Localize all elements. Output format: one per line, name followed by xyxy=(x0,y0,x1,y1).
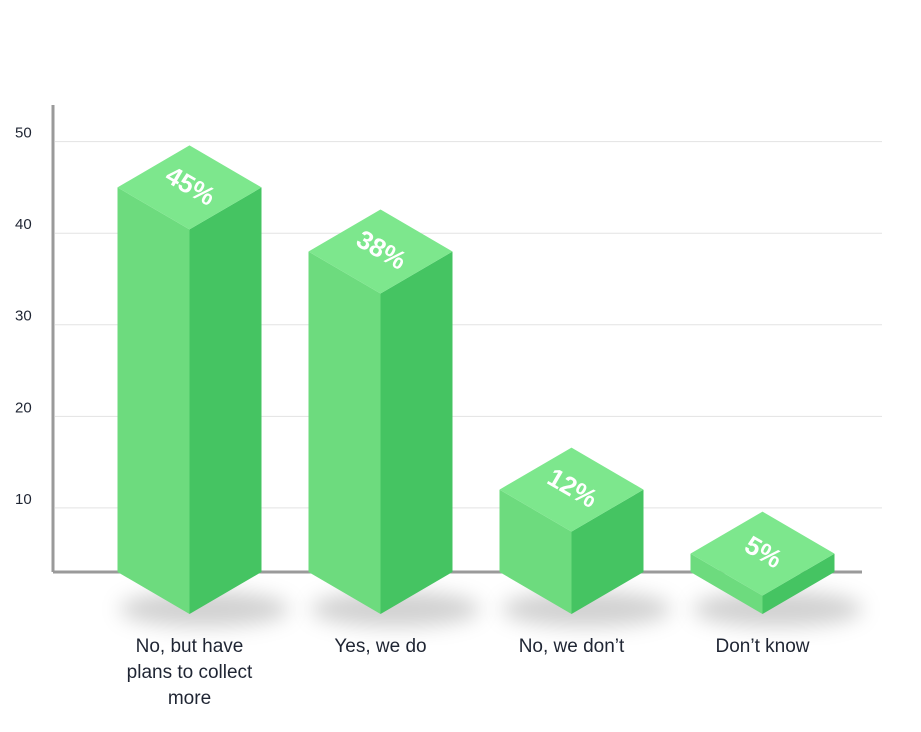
bar-left-face xyxy=(117,187,190,615)
bar-top-face xyxy=(308,209,453,294)
bar-left-face xyxy=(499,489,572,614)
bar-top-face xyxy=(499,447,644,532)
y-tick-label: 10 xyxy=(15,491,32,508)
x-tick-label: No, but have plans to collect more xyxy=(126,636,253,709)
bar-top-face xyxy=(690,511,835,596)
bar-shadow xyxy=(119,591,290,627)
bar-shadow xyxy=(310,591,481,627)
y-tick-label: 40 xyxy=(15,216,32,233)
bar-right-face xyxy=(380,251,453,614)
bar xyxy=(499,447,644,614)
bar-shadow xyxy=(692,591,863,627)
bar-left-face xyxy=(690,553,763,614)
bar xyxy=(117,145,262,615)
y-tick-label: 20 xyxy=(15,399,32,416)
bar xyxy=(690,511,835,614)
bar-right-face xyxy=(762,553,835,614)
bar xyxy=(308,209,453,614)
y-tick-label: 50 xyxy=(15,125,32,142)
bar-right-face xyxy=(571,489,644,614)
x-tick-label: No, we don’t xyxy=(518,636,625,657)
y-tick-label: 30 xyxy=(15,308,32,325)
bar-left-face xyxy=(308,251,381,614)
x-tick-label: Don’t know xyxy=(715,636,810,657)
bar-top-face xyxy=(117,145,262,230)
bar-shadow xyxy=(501,591,672,627)
bar-right-face xyxy=(189,187,262,615)
x-tick-label: Yes, we do xyxy=(334,636,427,657)
